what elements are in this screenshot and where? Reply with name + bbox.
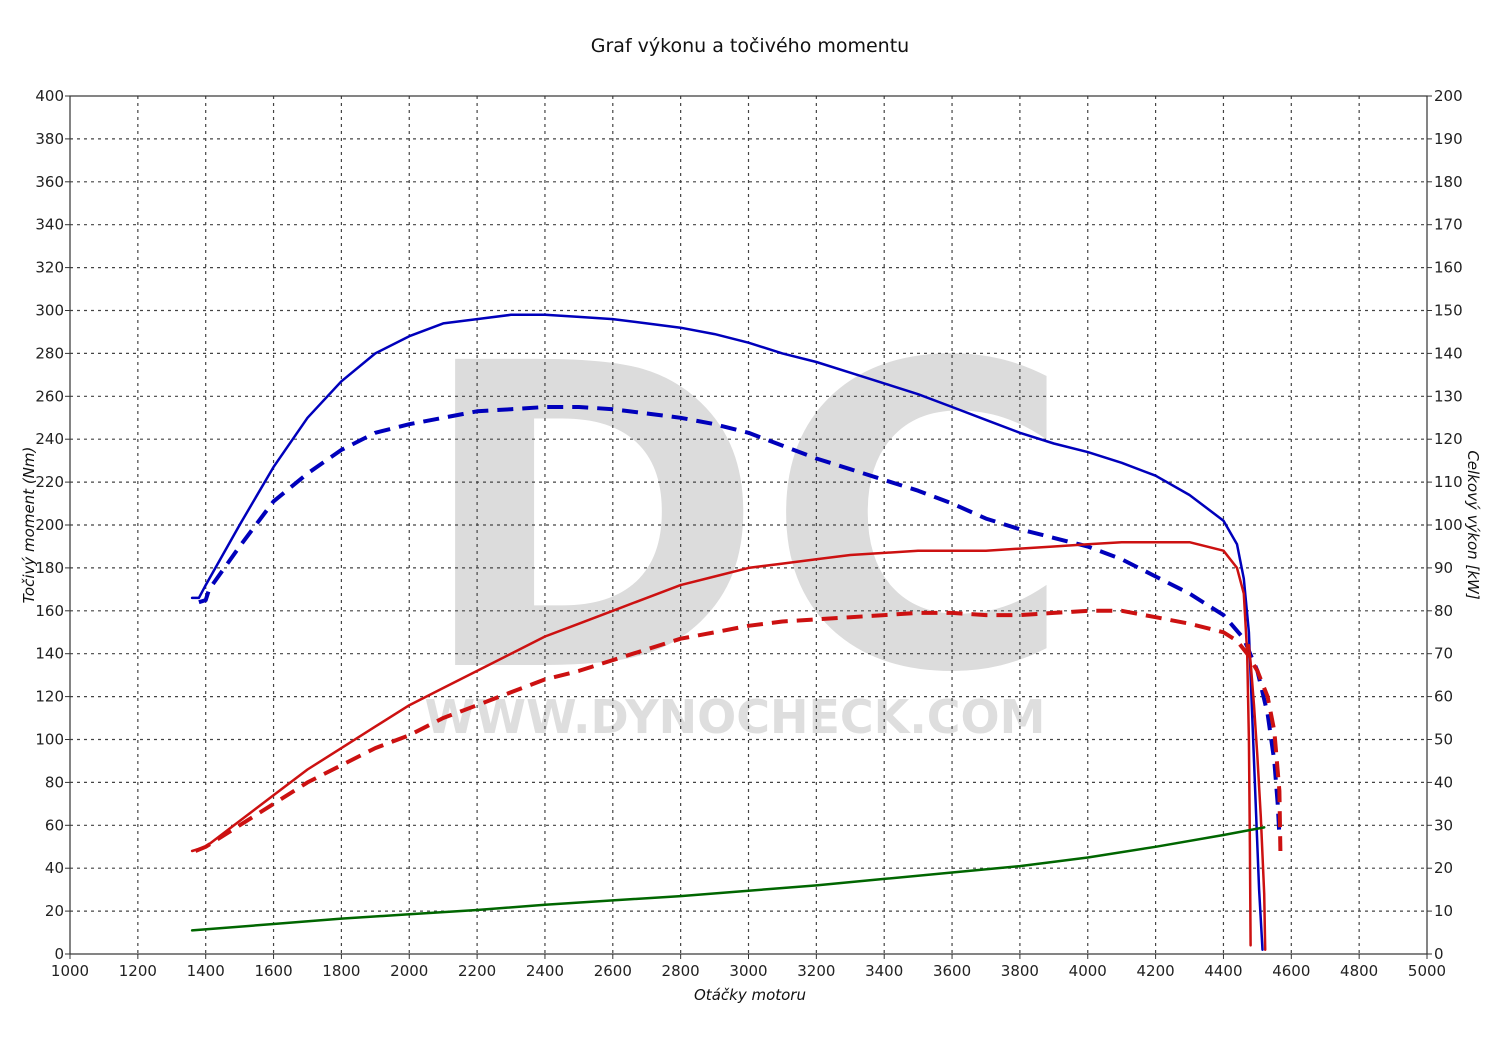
x-tick-label: 3600 [933,962,971,980]
right-tick-label: 70 [1434,645,1453,663]
right-tick-label: 40 [1434,773,1453,791]
x-tick-label: 2800 [662,962,700,980]
x-tick-label: 1000 [51,962,89,980]
series-line-3 [190,540,1252,947]
right-tick-label: 200 [1434,87,1463,105]
left-tick-label: 360 [35,173,64,191]
left-tick-label: 200 [35,516,64,534]
x-tick-label: 4400 [1204,962,1242,980]
left-tick-label: 160 [35,602,64,620]
left-tick-label: 0 [54,945,64,963]
dynocheck-watermark: DC WWW.DYNOCHECK.COM [417,276,1074,765]
right-tick-label: 60 [1434,688,1453,706]
series-line-1 [190,313,1264,951]
x-tick-label: 2400 [526,962,564,980]
x-axis-ticks: 1000 1200 1400 1600 1800 2000 2200 2400 2600 2800… [51,954,1446,980]
x-tick-label: 2600 [594,962,632,980]
x-tick-label: 4000 [1069,962,1107,980]
left-tick-label: 20 [45,902,64,920]
x-axis-label: Otáčky motoru [694,986,806,1004]
x-tick-label: 5000 [1408,962,1446,980]
x-tick-label: 2000 [390,962,428,980]
watermark-letters: DC [417,276,1074,765]
right-tick-label: 170 [1434,216,1463,234]
left-axis-ticks: 0 20 40 60 80 100 120 140 160 180 200 220 240 260 280 3… [35,87,70,963]
left-tick-label: 80 [45,773,64,791]
right-tick-label: 130 [1434,387,1463,405]
left-tick-label: 260 [35,387,64,405]
right-tick-label: 110 [1434,473,1463,491]
right-tick-label: 150 [1434,302,1463,320]
right-tick-label: 50 [1434,731,1453,749]
series-line-5 [1247,643,1267,951]
series-line-4 [194,608,1283,853]
left-tick-label: 140 [35,645,64,663]
x-tick-label: 3000 [729,962,767,980]
right-tick-label: 160 [1434,259,1463,277]
x-tick-label: 3800 [1001,962,1039,980]
left-tick-label: 240 [35,430,64,448]
left-tick-label: 300 [35,302,64,320]
x-tick-label: 4600 [1272,962,1310,980]
left-tick-label: 60 [45,816,64,834]
series-group [190,313,1283,951]
x-tick-label: 3400 [865,962,903,980]
x-tick-label: 1400 [187,962,225,980]
right-tick-label: 140 [1434,344,1463,362]
x-tick-label: 1600 [254,962,292,980]
right-axis-ticks: 0 10 20 30 40 50 60 70 80 90 100 110 120 130 140 150 160… [1427,87,1463,963]
x-tick-label: 2200 [458,962,496,980]
chart-title: Graf výkonu a točivého momentu [591,35,909,57]
left-tick-label: 220 [35,473,64,491]
right-tick-label: 30 [1434,816,1453,834]
right-tick-label: 190 [1434,130,1463,148]
series-line-6 [190,826,1266,932]
left-tick-label: 400 [35,87,64,105]
left-tick-label: 120 [35,688,64,706]
right-tick-label: 90 [1434,559,1453,577]
x-tick-label: 4800 [1340,962,1378,980]
left-tick-label: 280 [35,344,64,362]
left-tick-label: 100 [35,731,64,749]
left-axis-label: Točivý moment (Nm) [20,447,38,604]
left-tick-label: 320 [35,259,64,277]
right-tick-label: 180 [1434,173,1463,191]
right-tick-label: 120 [1434,430,1463,448]
left-tick-label: 180 [35,559,64,577]
grid-lines [70,96,1427,954]
left-tick-label: 380 [35,130,64,148]
right-tick-label: 10 [1434,902,1453,920]
x-tick-label: 1200 [119,962,157,980]
x-tick-label: 4200 [1137,962,1175,980]
right-tick-label: 100 [1434,516,1463,534]
left-tick-label: 40 [45,859,64,877]
x-tick-label: 1800 [322,962,360,980]
right-tick-label: 80 [1434,602,1453,620]
right-axis-label: Celkový výkon [kW] [1464,450,1482,600]
right-tick-label: 20 [1434,859,1453,877]
left-tick-label: 340 [35,216,64,234]
right-tick-label: 0 [1434,945,1444,963]
series-line-2 [198,405,1282,837]
x-tick-label: 3200 [797,962,835,980]
watermark-url: WWW.DYNOCHECK.COM [425,690,1046,744]
